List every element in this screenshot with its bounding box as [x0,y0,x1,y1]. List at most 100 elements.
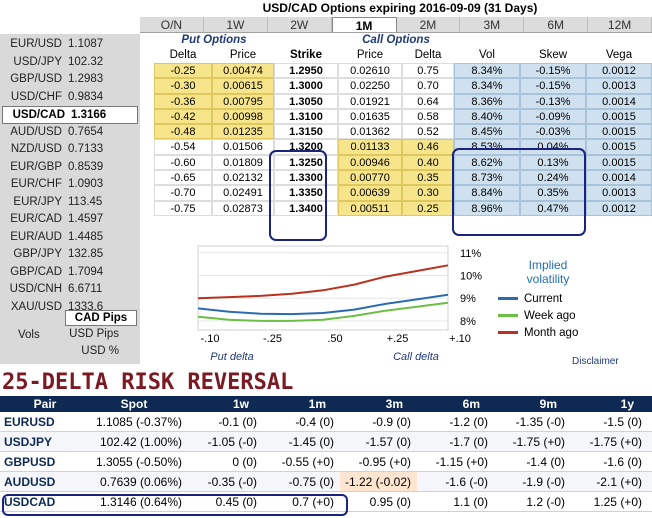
legend-swatch [498,331,518,334]
options-cell: 0.64 [402,93,454,109]
options-cell: 0.70 [402,78,454,94]
legend-label: Week ago [524,309,576,322]
rr-row-gbpusd[interactable]: GBPUSD 1.3055 (-0.50%) 0 (0) -0.55 (+0) -0.9… [0,452,652,472]
options-cell: 0.00511 [338,200,402,216]
pair-row-gbpjpy[interactable]: GBP/JPY 132.85 [0,246,140,264]
pair-row-eurchf[interactable]: EUR/CHF 1.0903 [0,176,140,194]
legend-swatch [498,297,518,300]
options-cell: 0.02873 [212,200,274,216]
rr-cell: 0.7639 (0.06%) [99,475,182,489]
options-row[interactable]: -0.36 0.00795 1.3050 0.01921 0.64 8.36% -0.13%… [140,93,652,109]
x-tick-label: +.10 [449,333,471,345]
tab-6m[interactable]: 6M [524,17,589,32]
rr-cell: -0.4 (0) [295,415,334,429]
options-cell: 1.3100 [274,108,338,125]
options-cell: -0.15% [520,78,586,94]
options-cell: 0.02610 [338,63,402,79]
tab-on[interactable]: O/N [140,17,204,32]
options-col-header: Vol [479,49,495,61]
rr-row-eurusd[interactable]: EURUSD 1.1085 (-0.37%) -0.1 (0) -0.4 (0) -0.… [0,412,652,432]
options-cell: -0.13% [520,93,586,109]
pair-row-usdcad[interactable]: USD/CAD 1.3166 [2,106,138,124]
pair-rate: 0.9834 [68,90,104,103]
options-cell: 0.35% [520,185,586,201]
options-cell: 0.25 [402,200,454,216]
rr-row-audusd[interactable]: AUDUSD 0.7639 (0.06%) -0.35 (-0) -0.75 (0) -… [0,472,652,492]
mode-option-usd-percent[interactable]: USD % [81,345,119,357]
options-row[interactable]: -0.42 0.00998 1.3100 0.01635 0.58 8.40% -0.09%… [140,108,652,125]
pair-rate: 1333.6 [68,300,104,313]
pair-row-eurjpy[interactable]: EUR/JPY 113.45 [0,194,140,212]
options-col-header: Price [229,49,257,61]
options-cell: 0.0015 [586,124,652,140]
options-cell: 0.01635 [338,108,402,125]
rr-cell: -1.4 (0) [526,455,565,469]
x-tick-label: .50 [327,333,342,345]
pair-symbol: USD/CHF [10,90,62,103]
options-cell: 0.0015 [586,154,652,171]
disclaimer-link[interactable]: Disclaimer [572,356,619,367]
pair-symbol: EUR/USD [10,38,62,50]
pair-row-eurcad[interactable]: EUR/CAD 1.4597 [0,211,140,229]
options-cell: 8.34% [454,78,520,94]
mode-option-cad-pips[interactable]: CAD Pips [65,310,137,326]
legend-item: Week ago [498,307,638,324]
tab-3m[interactable]: 3M [460,17,525,32]
rr-row-usdjpy[interactable]: USDJPY 102.42 (1.00%) -1.05 (-0) -1.45 (0) -… [0,432,652,452]
options-row[interactable]: -0.48 0.01235 1.3150 0.01362 0.52 8.45% -0.03%… [140,124,652,140]
rr-row-usdcad[interactable]: USDCAD 1.3146 (0.64%) 0.45 (0) 0.7 (+0) 0.95… [0,492,652,512]
pair-row-euraud[interactable]: EUR/AUD 1.4485 [0,229,140,247]
options-cell: 0.75 [402,63,454,79]
pair-row-audusd[interactable]: AUD/USD 0.7654 [0,124,140,142]
options-cell: 0.02132 [212,170,274,186]
options-row[interactable]: -0.75 0.02873 1.3400 0.00511 0.25 8.96% 0.47% 0… [140,200,652,216]
pair-rate: 1.0903 [68,178,104,190]
pair-row-xauusd[interactable]: XAU/USD 1333.6 [0,299,140,317]
pair-rate: 1.3166 [71,109,107,121]
pair-row-eurusd[interactable]: EUR/USD 1.1087 [0,36,140,54]
rr-cell: 102.42 (1.00%) [99,435,182,449]
rr-cell: -0.55 (+0) [281,455,334,469]
pair-row-nzdusd[interactable]: NZD/USD 0.7133 [0,141,140,159]
pair-symbol: EUR/CHF [10,178,62,190]
rr-cell: -1.2 (0) [449,415,488,429]
tab-1w[interactable]: 1W [204,17,268,32]
options-col-header: Skew [538,49,568,61]
pair-row-gbpusd[interactable]: GBP/USD 1.2983 [0,71,140,89]
rr-col-header: Pair [33,397,57,411]
pair-row-usdcnh[interactable]: USD/CNH 6.6711 [0,281,140,299]
options-cell: -0.15% [520,63,586,79]
rr-cell: 0.7 (+0) [292,495,334,509]
rr-cell: -0.75 (0) [288,475,334,489]
tab-2m[interactable]: 2M [397,17,461,32]
options-cell: 0.0015 [586,108,652,125]
options-cell: 8.96% [454,200,520,216]
pair-row-eurgbp[interactable]: EUR/GBP 0.8539 [0,159,140,177]
tab-12m[interactable]: 12M [588,17,652,32]
options-row[interactable]: -0.65 0.02132 1.3300 0.00770 0.35 8.73% 0.24% 0… [140,170,652,186]
options-cell: 8.36% [454,93,520,109]
options-cell: 0.13% [520,154,586,171]
y-tick-label: 9% [460,293,476,305]
rr-cell: 0.95 (0) [369,495,411,509]
options-cell: 1.3050 [274,93,338,109]
options-row[interactable]: -0.70 0.02491 1.3350 0.00639 0.30 8.84% 0.35% 0… [140,185,652,201]
tab-1m[interactable]: 1M [331,17,397,33]
pair-row-usdjpy[interactable]: USD/JPY 102.32 [0,54,140,72]
options-cell: 0.00946 [338,154,402,171]
pair-symbol: EUR/GBP [10,160,62,173]
options-row[interactable]: -0.25 0.00474 1.2950 0.02610 0.75 8.34% -0.15%… [140,63,652,79]
x-axis-label-put: Put delta [210,351,253,363]
pair-row-gbpcad[interactable]: GBP/CAD 1.7094 [0,264,140,282]
pair-row-usdchf[interactable]: USD/CHF 0.9834 [0,89,140,107]
tab-2w[interactable]: 2W [268,17,332,32]
options-cell: 0.00639 [338,185,402,201]
options-cell: -0.48 [154,124,212,140]
options-cell: 0.52 [402,124,454,140]
x-axis-label-call: Call delta [393,351,439,363]
mode-option-usd-pips[interactable]: USD Pips [69,328,119,340]
options-cell: 0.00615 [212,78,274,94]
options-row[interactable]: -0.30 0.00615 1.3000 0.02250 0.70 8.34% -0.15%… [140,78,652,94]
options-row[interactable]: -0.60 0.01809 1.3250 0.00946 0.40 8.62% 0.13% 0… [140,154,652,171]
rr-cell: -1.45 (0) [288,435,334,449]
